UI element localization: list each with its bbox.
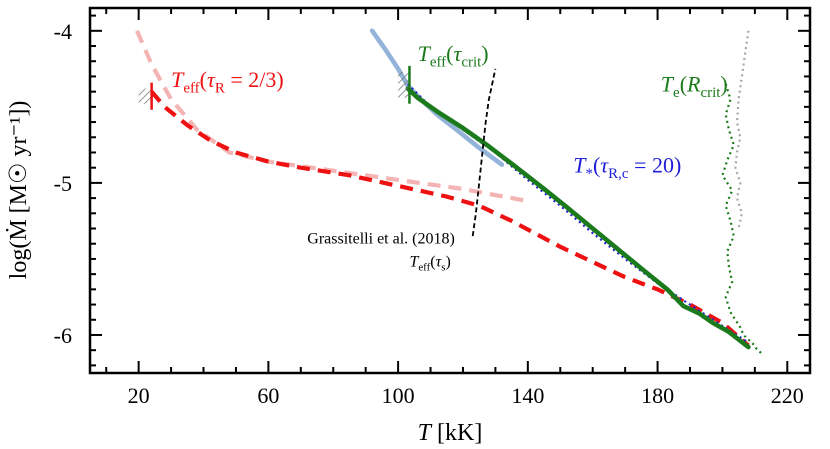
- series-line-teff-tauR: [149, 90, 750, 348]
- x-axis-label-unit: [kK]: [431, 420, 482, 446]
- endpoint-hatch-0: [138, 88, 152, 104]
- series-line-teff-tauR-light: [135, 29, 529, 204]
- ann-teff-tauR: Teff(τR = 2/3): [171, 67, 284, 97]
- x-axis-label: T [kK]: [418, 420, 483, 446]
- endpoint-layer: [138, 65, 411, 110]
- x-tick-label-220: 220: [771, 383, 804, 408]
- series-layer: [135, 28, 764, 356]
- ann-teff-tau-crit: Teff(τcrit): [418, 41, 489, 71]
- x-tick-label-180: 180: [641, 383, 674, 408]
- ann-teff-taus: Teff(τs): [409, 254, 450, 274]
- series-line-teff-taus: [471, 68, 497, 237]
- y-tick-label-2: -6: [54, 323, 72, 348]
- annotation-layer: Teff(τR = 2/3) Teff(τcrit) T*(τR,c = 20) Te…: [171, 41, 728, 273]
- y-tick-label-1: -5: [54, 171, 72, 196]
- endpoint-hatch-1: [398, 71, 410, 98]
- x-tick-label-100: 100: [382, 383, 415, 408]
- x-axis-label-var: T: [418, 420, 433, 446]
- series-line-te-rcrit-light: [734, 30, 750, 229]
- ann-t-star: T*(τR,c = 20): [573, 152, 681, 182]
- series-line-teff-tau-crit: [405, 86, 751, 350]
- ann-grassitelli: Grassitelli et al. (2018): [307, 231, 455, 248]
- ann-te-rcrit: Te(Rcrit): [661, 72, 728, 102]
- x-tick-label-60: 60: [257, 383, 279, 408]
- series-line-te-rcrit: [721, 83, 764, 356]
- x-tick-label-20: 20: [128, 383, 150, 408]
- plot-frame: [88, 6, 812, 375]
- y-tick-label-0: -4: [54, 19, 72, 44]
- y-axis-label: log(Ṁ [M☉ yr⁻¹]): [6, 101, 32, 280]
- x-tick-label-140: 140: [511, 383, 544, 408]
